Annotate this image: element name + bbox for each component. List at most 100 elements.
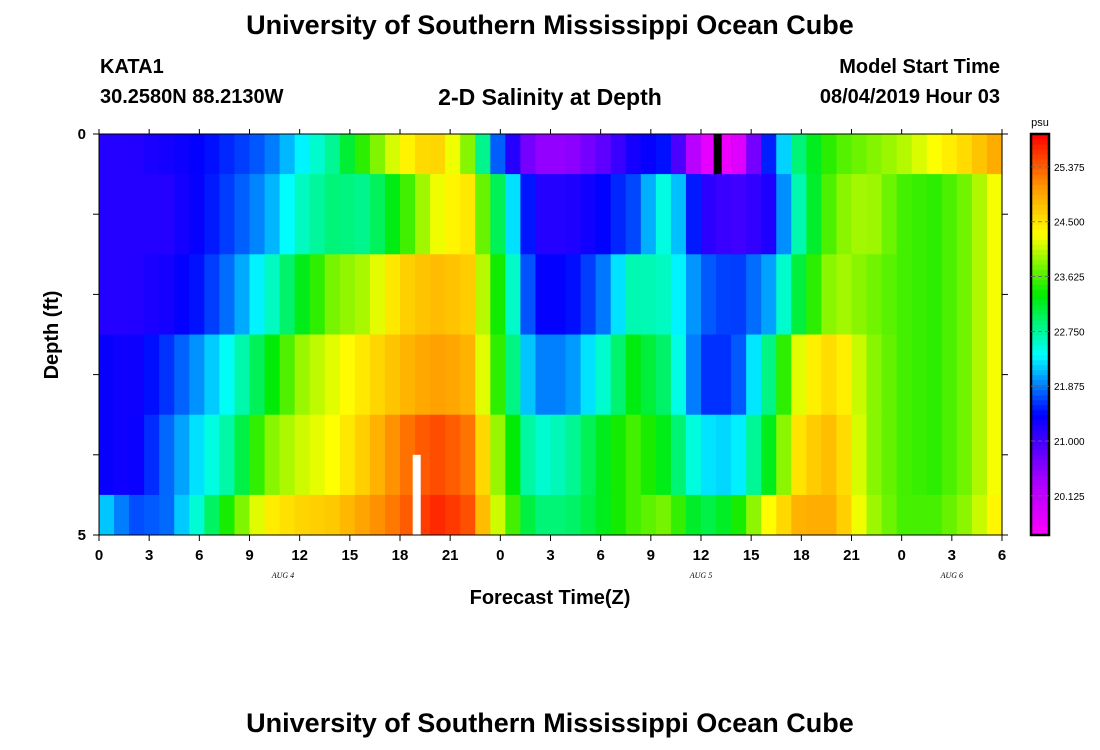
heatmap-cell xyxy=(896,174,913,255)
heatmap-cell xyxy=(99,134,115,175)
colorbar-swatch xyxy=(1031,269,1049,275)
heatmap-cell xyxy=(354,414,371,496)
heatmap-cell xyxy=(415,254,431,335)
heatmap-cell xyxy=(791,414,807,496)
heatmap-cell xyxy=(490,134,506,175)
heatmap-cell xyxy=(505,414,521,496)
heatmap-cell xyxy=(746,414,762,496)
colorbar-swatch xyxy=(1031,489,1049,496)
heatmap-cell xyxy=(204,174,220,255)
colorbar-swatch xyxy=(1031,444,1049,451)
heatmap-cell xyxy=(415,134,431,175)
heatmap-cell xyxy=(369,494,386,536)
colorbar-swatch xyxy=(1031,454,1049,461)
page-title-bottom: University of Southern Mississippi Ocean… xyxy=(246,708,854,738)
heatmap-cell xyxy=(384,494,401,536)
heatmap-cell xyxy=(114,174,130,255)
colorbar-swatch xyxy=(1031,504,1049,511)
heatmap-cell xyxy=(971,494,988,536)
heatmap-cell xyxy=(595,414,612,496)
colorbar-swatch xyxy=(1031,274,1049,280)
colorbar-swatch xyxy=(1031,159,1049,165)
heatmap-cell xyxy=(716,334,732,416)
heatmap-cell xyxy=(520,494,537,536)
colorbar-swatch xyxy=(1031,324,1049,331)
heatmap-cell xyxy=(279,254,296,335)
date-label: AUG 5 xyxy=(689,571,712,580)
heatmap-cell xyxy=(505,174,521,255)
heatmap-cell xyxy=(294,414,311,496)
heatmap-cell xyxy=(565,134,582,175)
heatmap-cell xyxy=(731,414,747,496)
heatmap-cell xyxy=(384,134,401,175)
heatmap-cell xyxy=(791,494,807,536)
heatmap-cell xyxy=(475,334,491,416)
colorbar-swatch xyxy=(1031,369,1049,376)
colorbar-swatch xyxy=(1031,139,1049,145)
heatmap-cell xyxy=(776,254,792,335)
heatmap-cell xyxy=(806,134,822,175)
colorbar-swatch xyxy=(1031,449,1049,456)
heatmap-cell xyxy=(986,134,1003,175)
heatmap-cell xyxy=(430,494,446,536)
heatmap-cell xyxy=(279,174,296,255)
heatmap-cell xyxy=(821,334,838,416)
heatmap-cell xyxy=(550,334,567,416)
heatmap-cell xyxy=(129,334,145,416)
heatmap-cell xyxy=(821,254,838,335)
heatmap-cell xyxy=(625,134,642,175)
heatmap-cell xyxy=(129,174,145,255)
heatmap-cell xyxy=(264,134,281,175)
colorbar-swatch xyxy=(1031,194,1049,200)
heatmap-cell xyxy=(986,254,1003,335)
heatmap-cell xyxy=(806,494,822,536)
heatmap-cell xyxy=(535,494,552,536)
colorbar-swatch xyxy=(1031,404,1049,411)
heatmap-cell xyxy=(490,494,506,536)
heatmap-cell xyxy=(746,494,762,536)
heatmap-cell xyxy=(731,174,747,255)
heatmap-cell xyxy=(264,414,281,496)
heatmap-cell xyxy=(851,494,868,536)
heatmap-cell xyxy=(219,134,236,175)
heatmap-cell xyxy=(610,334,627,416)
heatmap-cell xyxy=(941,254,958,335)
heatmap-cell xyxy=(309,334,326,416)
heatmap-cell xyxy=(701,134,717,175)
heatmap-cell xyxy=(189,334,205,416)
heatmap-cell xyxy=(956,174,973,255)
heatmap-cell xyxy=(520,134,537,175)
heatmap-cell xyxy=(685,494,702,536)
heatmap-cell xyxy=(716,254,732,335)
heatmap-cell xyxy=(971,334,988,416)
heatmap-cell xyxy=(986,414,1003,496)
x-tick-label: 6 xyxy=(596,547,604,564)
colorbar-swatch xyxy=(1031,174,1049,180)
colorbar-swatch xyxy=(1031,249,1049,255)
heatmap-cell xyxy=(114,134,130,175)
heatmap-cell xyxy=(670,134,687,175)
heatmap-cell xyxy=(776,494,792,536)
heatmap-cell xyxy=(204,134,220,175)
colorbar-swatch xyxy=(1031,514,1049,521)
colorbar-swatch xyxy=(1031,469,1049,476)
colorbar-swatch xyxy=(1031,429,1049,436)
heatmap-cell xyxy=(294,134,311,175)
colorbar-swatch xyxy=(1031,239,1049,245)
heatmap-cell xyxy=(701,254,717,335)
heatmap-cell xyxy=(926,494,943,536)
heatmap-cell xyxy=(670,254,687,335)
y-tick-label: 0 xyxy=(78,126,86,143)
heatmap-cell xyxy=(189,134,205,175)
heatmap-cell xyxy=(490,174,506,255)
heatmap-cell xyxy=(174,494,190,536)
heatmap-cell xyxy=(731,254,747,335)
heatmap-cell xyxy=(761,414,777,496)
heatmap-cell xyxy=(324,494,341,536)
colorbar-swatch xyxy=(1031,484,1049,491)
colorbar-unit: psu xyxy=(1031,117,1049,129)
heatmap-cell xyxy=(956,494,973,536)
heatmap-cell xyxy=(580,134,597,175)
heatmap-cell xyxy=(595,334,612,416)
heatmap-cell xyxy=(520,334,537,416)
